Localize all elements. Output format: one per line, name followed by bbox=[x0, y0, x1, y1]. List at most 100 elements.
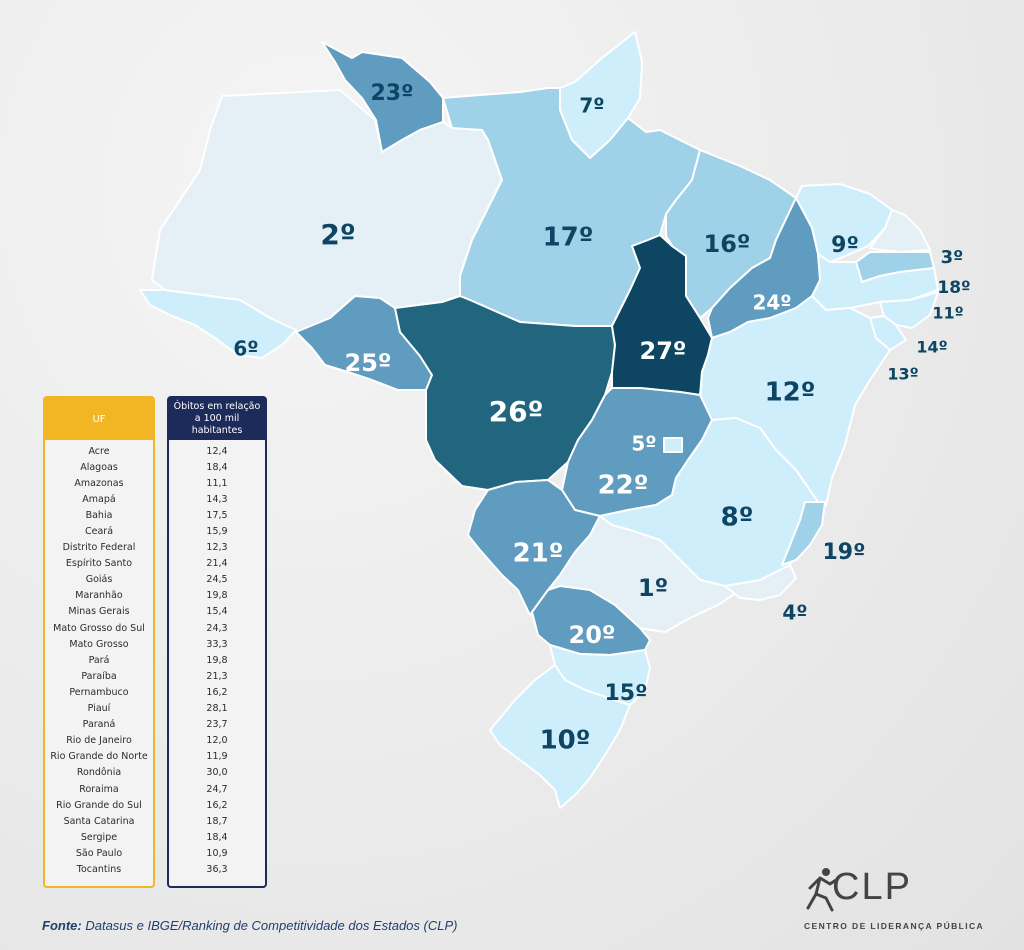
clp-logo: CLP CENTRO DE LIDERANÇA PÚBLICA bbox=[804, 864, 986, 934]
table-value-cell: 21,4 bbox=[206, 558, 228, 570]
table-uf-cell: Alagoas bbox=[80, 461, 118, 473]
table-value-cell: 10,9 bbox=[206, 847, 228, 859]
logo-subtitle: CENTRO DE LIDERANÇA PÚBLICA bbox=[804, 921, 985, 931]
table-value-cell: 18,4 bbox=[206, 461, 228, 473]
table-value-cell: 19,8 bbox=[206, 654, 228, 666]
table-uf-cell: Bahia bbox=[85, 509, 113, 521]
rank-label-ce: 9º bbox=[831, 233, 859, 258]
table-value-cell: 11,9 bbox=[206, 751, 228, 763]
rank-label-ac: 6º bbox=[233, 337, 258, 361]
state-rs[interactable] bbox=[489, 664, 631, 809]
rank-label-se: 13º bbox=[887, 365, 918, 384]
table-uf-cell: Roraima bbox=[79, 783, 119, 795]
table-value-cell: 19,8 bbox=[206, 590, 228, 602]
table-value-column: Óbitos em relação a 100 mil habitantes 1… bbox=[167, 396, 267, 888]
table-uf-cell: Distrito Federal bbox=[62, 542, 136, 554]
state-sp[interactable] bbox=[547, 515, 741, 633]
table-value-header: Óbitos em relação a 100 mil habitantes bbox=[169, 398, 265, 440]
table-value-rows: 12,4 18,4 11,1 14,3 17,5 15,9 12,3 21,4 24,5 19,8… bbox=[169, 440, 265, 878]
rank-label-df: 5º bbox=[631, 432, 656, 456]
rank-label-sp: 1º bbox=[638, 574, 668, 602]
rank-label-go: 22º bbox=[598, 471, 649, 501]
state-ma[interactable] bbox=[665, 149, 797, 319]
table-value-cell: 23,7 bbox=[206, 719, 228, 731]
source-label: Fonte: bbox=[42, 918, 82, 933]
table-uf-cell: Rio de Janeiro bbox=[66, 735, 132, 747]
table-uf-cell: Maranhão bbox=[75, 590, 123, 602]
rank-label-rn: 3º bbox=[941, 247, 964, 268]
rank-label-rj: 4º bbox=[782, 601, 807, 625]
table-uf-cell: Pará bbox=[88, 654, 110, 666]
table-value-cell: 15,4 bbox=[206, 606, 228, 618]
table-value-cell: 24,5 bbox=[206, 574, 228, 586]
table-uf-cell: Minas Gerais bbox=[68, 606, 130, 618]
rank-label-pe: 11º bbox=[932, 304, 963, 323]
state-ac[interactable] bbox=[139, 289, 297, 359]
state-es[interactable] bbox=[781, 501, 826, 566]
table-uf-cell: Rio Grande do Norte bbox=[50, 751, 148, 763]
table-uf-cell: Tocantins bbox=[76, 863, 122, 875]
runner-logo-icon bbox=[806, 868, 838, 912]
table-uf-cell: Pernambuco bbox=[69, 686, 129, 698]
rank-label-pi: 24º bbox=[752, 291, 791, 315]
table-value-cell: 36,3 bbox=[206, 863, 228, 875]
table-value-cell: 12,4 bbox=[206, 445, 228, 457]
table-uf-column: UF Acre Alagoas Amazonas Amapá Bahia Ceará Dis… bbox=[43, 396, 155, 888]
table-uf-cell: Goiás bbox=[85, 574, 113, 586]
source-text: Datasus e IBGE/Ranking de Competitividad… bbox=[85, 918, 458, 933]
table-value-cell: 28,1 bbox=[206, 703, 228, 715]
rank-label-pr: 20º bbox=[569, 621, 616, 649]
rank-label-am: 2º bbox=[320, 218, 355, 251]
table-uf-header: UF bbox=[45, 398, 153, 440]
table-uf-cell: Amazonas bbox=[74, 477, 124, 489]
rank-label-mg: 8º bbox=[721, 503, 754, 533]
table-value-cell: 21,3 bbox=[206, 670, 228, 682]
table-uf-cell: São Paulo bbox=[75, 847, 123, 859]
rank-label-al: 14º bbox=[916, 338, 947, 357]
table-uf-cell: Ceará bbox=[84, 526, 114, 538]
table-value-cell: 18,4 bbox=[206, 831, 228, 843]
state-df[interactable] bbox=[663, 437, 683, 453]
rank-label-mt: 26º bbox=[489, 395, 544, 428]
rank-label-ro: 25º bbox=[345, 349, 392, 377]
table-uf-cell: Piauí bbox=[87, 703, 111, 715]
rank-label-ma: 16º bbox=[704, 230, 751, 258]
table-uf-cell: Sergipe bbox=[80, 831, 118, 843]
table-value-cell: 16,2 bbox=[206, 686, 228, 698]
table-uf-cell: Espírito Santo bbox=[65, 558, 133, 570]
rank-label-rs: 10º bbox=[540, 726, 591, 756]
rank-label-rr: 23º bbox=[370, 81, 413, 106]
rank-label-sc: 15º bbox=[604, 681, 647, 706]
table-value-cell: 14,3 bbox=[206, 493, 228, 505]
table-value-cell: 24,7 bbox=[206, 783, 228, 795]
table-value-cell: 17,5 bbox=[206, 509, 228, 521]
table-uf-cell: Rondônia bbox=[76, 767, 122, 779]
rank-label-ms: 21º bbox=[513, 539, 564, 569]
rank-label-pa: 17º bbox=[543, 223, 594, 253]
table-value-cell: 15,9 bbox=[206, 526, 228, 538]
rank-label-to: 27º bbox=[640, 337, 687, 365]
table-uf-cell: Acre bbox=[88, 445, 110, 457]
source-note: Fonte: Datasus e IBGE/Ranking de Competi… bbox=[42, 918, 457, 933]
table-uf-cell: Santa Catarina bbox=[63, 815, 135, 827]
logo-letters: CLP bbox=[832, 866, 912, 908]
table-value-cell: 12,0 bbox=[206, 735, 228, 747]
table-uf-cell: Rio Grande do Sul bbox=[56, 799, 142, 811]
table-value-cell: 12,3 bbox=[206, 542, 228, 554]
table-value-cell: 33,3 bbox=[206, 638, 228, 650]
table-uf-cell: Paraíba bbox=[81, 670, 117, 682]
table-uf-cell: Mato Grosso bbox=[69, 638, 129, 650]
rank-label-es: 19º bbox=[822, 540, 865, 565]
table-uf-cell: Amapá bbox=[82, 493, 116, 505]
rank-label-ba: 12º bbox=[765, 378, 816, 408]
rank-label-pb: 18º bbox=[937, 278, 970, 298]
table-value-cell: 18,7 bbox=[206, 815, 228, 827]
table-uf-rows: Acre Alagoas Amazonas Amapá Bahia Ceará Distri… bbox=[45, 440, 153, 878]
state-rj[interactable] bbox=[724, 564, 797, 601]
table-value-cell: 24,3 bbox=[206, 622, 228, 634]
rank-label-ap: 7º bbox=[579, 94, 604, 118]
table-value-cell: 11,1 bbox=[206, 477, 228, 489]
table-value-cell: 30,0 bbox=[206, 767, 228, 779]
brazil-map: 23º 7º 2º 17º 16º 9º 3º 18º 11º 14º 13º 24º 6º 25º 26º… bbox=[139, 31, 971, 809]
table-uf-cell: Mato Grosso do Sul bbox=[53, 622, 145, 634]
